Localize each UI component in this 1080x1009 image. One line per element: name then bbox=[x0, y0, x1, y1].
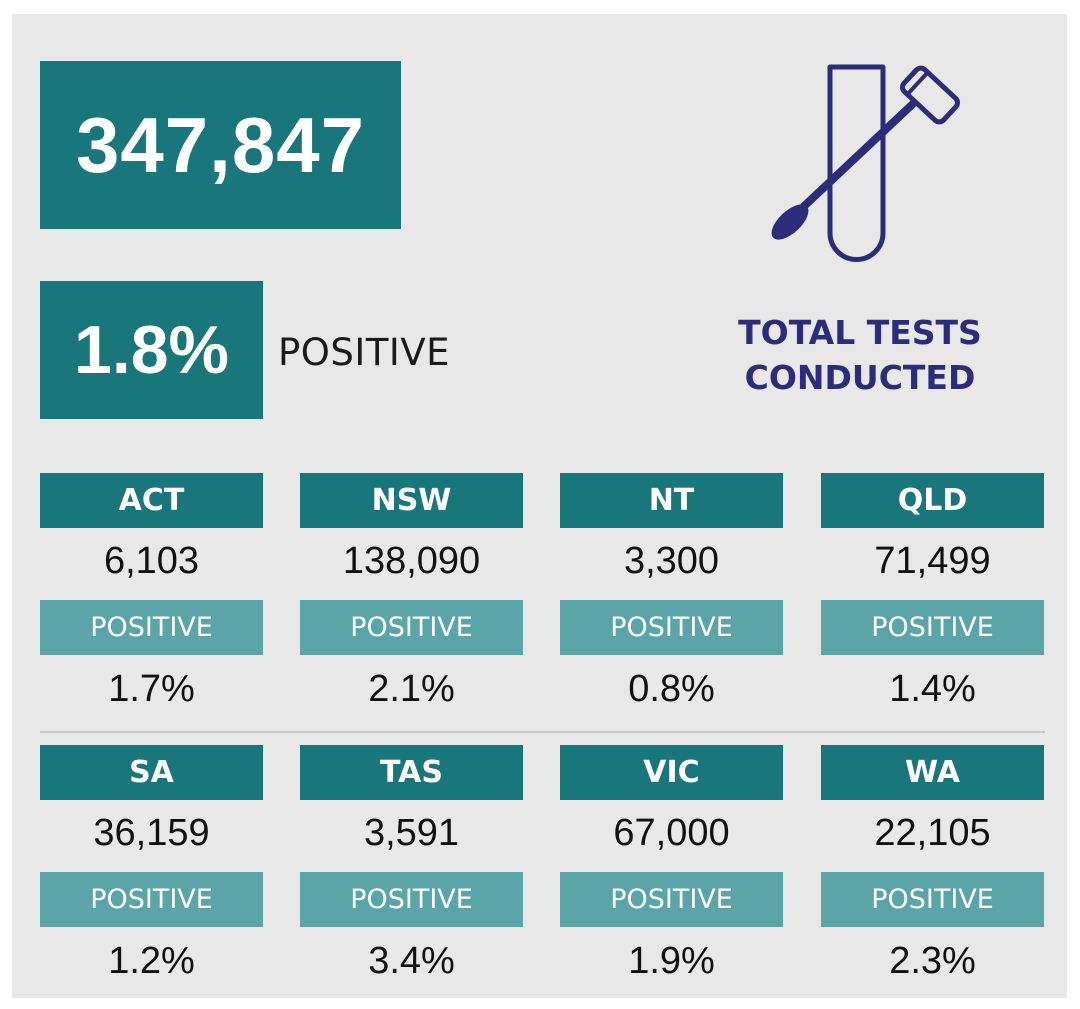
state-tests: 6,103 bbox=[103, 539, 200, 582]
total-tests-value: 347,847 bbox=[40, 61, 401, 229]
state-positive-rate: 1.7% bbox=[108, 667, 195, 710]
state-name: SA bbox=[40, 745, 263, 800]
state-tests: 36,159 bbox=[93, 811, 210, 854]
state-positive-rate: 2.3% bbox=[889, 939, 976, 982]
row-divider bbox=[40, 731, 1045, 733]
state-name: ACT bbox=[40, 473, 263, 528]
state-positive-label: POSITIVE bbox=[300, 872, 523, 927]
caption-line-2: CONDUCTED bbox=[744, 358, 976, 397]
state-positive-rate: 2.1% bbox=[368, 667, 455, 710]
state-positive-rate: 3.4% bbox=[368, 939, 455, 982]
state-tests: 3,300 bbox=[623, 539, 720, 582]
positive-rate-value: 1.8% bbox=[40, 281, 263, 419]
state-tests: 67,000 bbox=[613, 811, 730, 854]
state-tests: 3,591 bbox=[363, 811, 460, 854]
state-name: VIC bbox=[560, 745, 783, 800]
state-name: NSW bbox=[300, 473, 523, 528]
state-positive-label: POSITIVE bbox=[300, 600, 523, 655]
state-name: QLD bbox=[821, 473, 1044, 528]
state-name: WA bbox=[821, 745, 1044, 800]
state-positive-rate: 1.2% bbox=[108, 939, 195, 982]
test-tube-swab-icon bbox=[771, 64, 960, 262]
state-positive-label: POSITIVE bbox=[40, 600, 263, 655]
state-name: TAS bbox=[300, 745, 523, 800]
state-positive-label: POSITIVE bbox=[821, 600, 1044, 655]
state-positive-rate: 0.8% bbox=[628, 667, 715, 710]
state-name: NT bbox=[560, 473, 783, 528]
state-positive-rate: 1.9% bbox=[628, 939, 715, 982]
caption-line-1: TOTAL TESTS bbox=[738, 313, 982, 352]
state-tests: 138,090 bbox=[342, 539, 481, 582]
state-positive-rate: 1.4% bbox=[889, 667, 976, 710]
positive-rate-label: POSITIVE bbox=[278, 331, 451, 374]
state-positive-label: POSITIVE bbox=[560, 872, 783, 927]
state-positive-label: POSITIVE bbox=[821, 872, 1044, 927]
total-tests-caption: TOTAL TESTS CONDUCTED bbox=[700, 310, 1020, 400]
state-tests: 22,105 bbox=[874, 811, 991, 854]
state-positive-label: POSITIVE bbox=[560, 600, 783, 655]
state-positive-label: POSITIVE bbox=[40, 872, 263, 927]
state-tests: 71,499 bbox=[874, 539, 991, 582]
